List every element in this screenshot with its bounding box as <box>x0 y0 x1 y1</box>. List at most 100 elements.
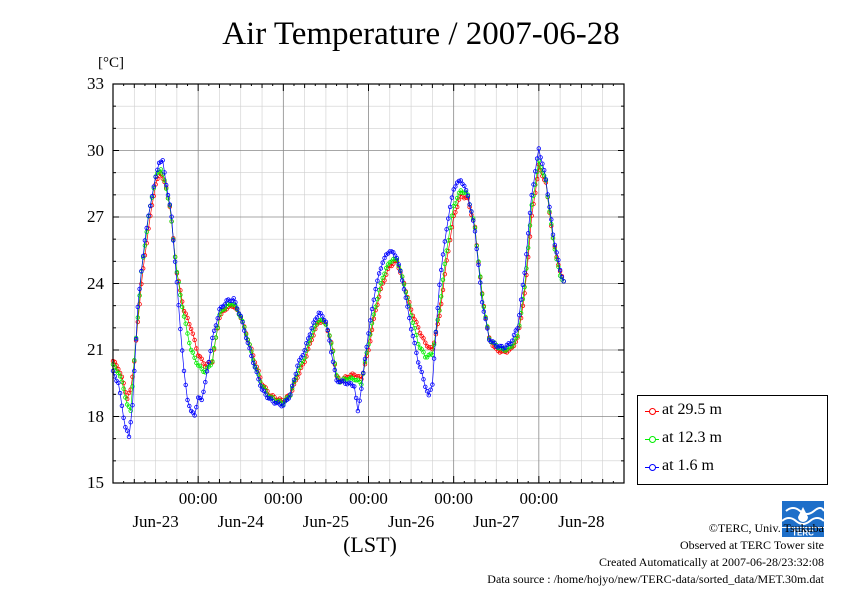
x-axis-label: (LST) <box>343 532 397 557</box>
data-point-1 <box>382 271 387 276</box>
data-point-2 <box>329 350 334 355</box>
x-tick-label: 00:00 <box>263 489 303 508</box>
data-point-2 <box>462 183 467 189</box>
data-point-2 <box>510 338 515 343</box>
data-point-1 <box>116 370 121 376</box>
x-day-label: Jun-24 <box>217 512 264 531</box>
data-point-2 <box>121 415 126 420</box>
data-point-1 <box>421 350 426 355</box>
data-point-2 <box>515 326 520 331</box>
data-point-1 <box>481 304 486 310</box>
data-point-2 <box>254 369 259 375</box>
data-point-0 <box>430 347 435 352</box>
data-point-1 <box>249 349 254 354</box>
data-point-2 <box>172 259 178 264</box>
data-point-2 <box>234 306 240 311</box>
data-point-2 <box>314 315 320 320</box>
data-point-2 <box>252 365 258 370</box>
data-point-1 <box>431 342 437 347</box>
data-point-2 <box>137 286 142 292</box>
data-point-2 <box>355 408 361 414</box>
data-point-2 <box>524 252 529 257</box>
data-point-2 <box>407 315 412 321</box>
data-point-2 <box>281 403 286 408</box>
data-point-1 <box>547 209 552 214</box>
data-point-2 <box>378 266 384 271</box>
data-point-0 <box>437 313 442 319</box>
data-point-0 <box>426 345 431 350</box>
credit-created: Created Automatically at 2007-06-28/23:3… <box>599 555 824 569</box>
data-point-2 <box>492 340 497 346</box>
data-point-2 <box>483 316 488 322</box>
legend-item-12-3m: at 12.3 m <box>638 426 827 452</box>
data-point-2 <box>185 397 190 403</box>
data-point-2 <box>440 252 446 257</box>
data-point-2 <box>552 242 557 248</box>
data-point-2 <box>309 326 314 331</box>
data-point-2 <box>412 340 417 346</box>
data-point-2 <box>478 280 483 285</box>
data-point-1 <box>137 293 142 298</box>
data-point-1 <box>187 340 192 346</box>
data-point-1 <box>439 294 444 299</box>
credit-source: Data source : /home/hojyo/new/TERC-data/… <box>487 572 824 586</box>
data-point-2 <box>547 204 552 210</box>
x-day-label: Jun-27 <box>473 512 520 531</box>
data-point-2 <box>128 420 133 425</box>
data-point-1 <box>195 363 201 368</box>
data-point-2 <box>471 218 476 223</box>
data-point-2 <box>437 282 442 287</box>
data-point-2 <box>369 306 375 312</box>
legend-label: at 29.5 m <box>662 401 722 418</box>
data-point-1 <box>135 315 140 320</box>
data-point-2 <box>179 348 185 353</box>
data-point-1 <box>378 281 384 286</box>
data-point-2 <box>231 296 236 301</box>
x-day-label: Jun-25 <box>302 512 350 531</box>
data-point-2 <box>529 192 534 198</box>
x-day-label: Jun-26 <box>387 512 435 531</box>
data-point-2 <box>435 305 440 311</box>
data-point-2 <box>545 192 550 197</box>
data-point-0 <box>421 336 426 341</box>
data-point-2 <box>433 329 439 335</box>
data-point-1 <box>526 245 531 250</box>
data-point-2 <box>227 298 233 304</box>
data-point-1 <box>479 292 485 297</box>
data-point-2 <box>149 193 155 199</box>
data-point-2 <box>421 377 426 382</box>
chart-title: Air Temperature / 2007-06-28 <box>222 16 620 52</box>
legend-marker-icon <box>649 408 656 415</box>
data-point-1 <box>453 201 458 206</box>
data-point-2 <box>123 425 128 430</box>
data-point-1 <box>183 321 188 326</box>
legend-label: at 12.3 m <box>662 429 722 446</box>
data-point-2 <box>174 280 180 285</box>
data-point-2 <box>540 161 545 166</box>
data-point-0 <box>522 291 527 296</box>
data-point-1 <box>478 274 483 279</box>
data-point-2 <box>320 314 325 319</box>
data-point-2 <box>245 340 250 345</box>
data-point-2 <box>449 195 455 200</box>
data-point-2 <box>556 257 561 263</box>
data-point-2 <box>352 384 357 389</box>
data-point-1 <box>423 355 428 360</box>
legend-label: at 1.6 m <box>662 457 714 474</box>
data-point-2 <box>126 434 132 439</box>
data-point-2 <box>210 335 215 341</box>
data-point-1 <box>217 312 222 318</box>
data-point-2 <box>357 398 362 403</box>
data-point-2 <box>155 167 160 172</box>
data-point-1 <box>538 165 543 170</box>
data-point-0 <box>453 210 458 215</box>
data-point-1 <box>552 247 557 252</box>
legend-item-1-6m: at 1.6 m <box>638 454 827 480</box>
data-point-2 <box>307 332 313 337</box>
data-point-2 <box>446 216 451 221</box>
data-point-0 <box>188 326 194 332</box>
data-point-2 <box>249 353 254 359</box>
data-point-2 <box>261 388 266 393</box>
data-point-2 <box>456 178 462 184</box>
data-point-2 <box>373 286 378 292</box>
